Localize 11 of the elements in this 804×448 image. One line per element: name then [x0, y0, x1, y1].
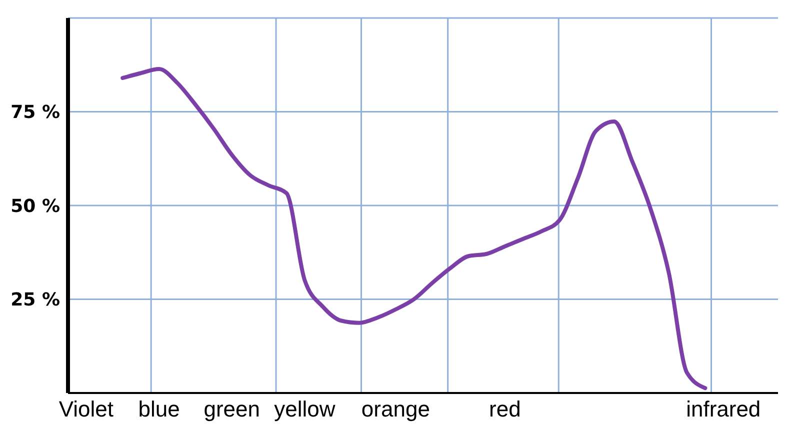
x-tick-label: yellow	[274, 396, 336, 422]
x-tick-label: infrared	[686, 396, 761, 422]
y-tick-label: 25 %	[10, 290, 60, 311]
y-tick-label: 75 %	[10, 102, 60, 124]
x-tick-label: orange	[361, 396, 430, 422]
line-series	[120, 67, 708, 390]
x-tick-label: Violet	[58, 396, 114, 422]
y-tick-label: 50 %	[10, 196, 60, 217]
x-tick-label: red	[489, 396, 521, 422]
x-tick-label: blue	[138, 396, 180, 422]
x-tick-label: green	[204, 396, 260, 422]
